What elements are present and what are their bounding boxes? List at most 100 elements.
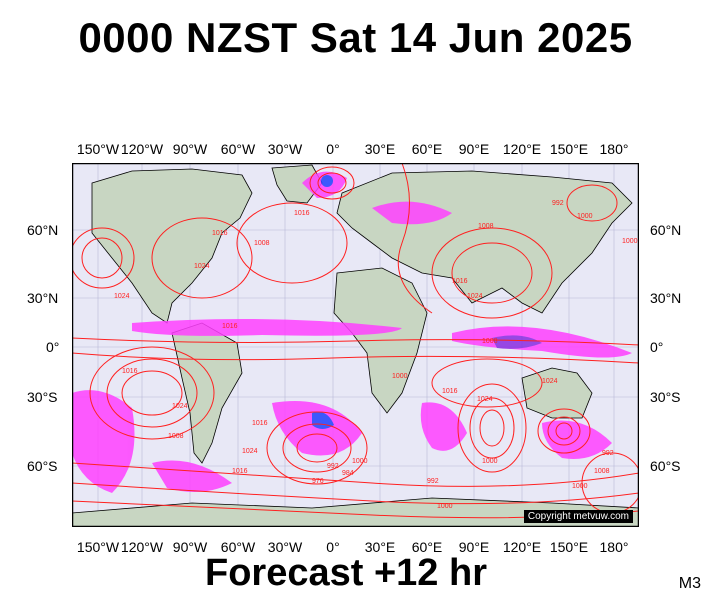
rain-area: [372, 201, 452, 225]
isobar: [151, 217, 253, 299]
map-title: 0000 NZST Sat 14 Jun 2025: [78, 14, 633, 61]
isobar-label: 1024: [172, 403, 188, 410]
isobar: [282, 423, 352, 473]
copyright-notice: Copyright metvuw.com: [523, 510, 633, 523]
rain-area: [420, 402, 467, 451]
lon-label: 30°W: [267, 539, 303, 555]
forecast-label: Forecast +12 hr: [205, 552, 487, 594]
isobar-label: 1016: [212, 230, 228, 237]
map-frame: [72, 163, 639, 527]
isobar-label: 1024: [194, 263, 210, 270]
lon-label: 60°W: [220, 539, 256, 555]
lat-label: 30°S: [27, 389, 58, 405]
isobar: [309, 166, 355, 200]
isobar-label: 1024: [542, 378, 558, 385]
isobar: [555, 422, 573, 440]
lon-label: 150°W: [76, 539, 120, 555]
isobar-label: 1016: [294, 210, 310, 217]
isobar-label: 1008: [254, 240, 270, 247]
isobar-label: 1008: [594, 468, 610, 475]
isobar: [121, 370, 183, 416]
lon-label: 120°W: [120, 539, 164, 555]
isobar-label: 1000: [572, 483, 588, 490]
isobar-label: 992: [552, 200, 564, 207]
lon-label: 0°: [326, 539, 340, 555]
isobar: [106, 358, 198, 428]
rain-area: [272, 401, 362, 456]
isobar-label: 1016: [232, 468, 248, 475]
rain-area: [492, 335, 542, 349]
isobar-label: 1000: [622, 238, 638, 245]
isobar-label: 1000: [352, 458, 368, 465]
isobar: [451, 242, 533, 304]
isobar-label: 1008: [168, 433, 184, 440]
isobar-label: 992: [427, 478, 439, 485]
rain-area: [132, 319, 402, 336]
isobar-label: 1000: [437, 503, 453, 510]
isobar: [72, 227, 135, 289]
rain-area: [321, 175, 333, 187]
lon-label: 120°E: [502, 539, 542, 555]
australia: [521, 367, 593, 419]
isobar: [469, 397, 515, 459]
north-america: [91, 168, 253, 324]
lat-label: 60°S: [27, 458, 58, 474]
lon-label: 30°E: [364, 141, 396, 157]
isobars: [72, 163, 639, 519]
lat-label: 60°N: [650, 222, 682, 238]
isobar-label: 1024: [477, 396, 493, 403]
isobar-label: 1000: [482, 458, 498, 465]
isobar: [397, 163, 433, 314]
isobar-label: 1016: [442, 388, 458, 395]
lon-label: 0°: [326, 141, 340, 157]
isobar-label: 1000: [577, 213, 593, 220]
isobar: [72, 352, 639, 364]
lon-label: 90°W: [172, 539, 208, 555]
antarctica: [72, 497, 639, 527]
isobar-label: 1024: [114, 293, 130, 300]
rain-area: [452, 326, 632, 358]
model-label: M3: [678, 575, 701, 592]
lon-label: 90°E: [458, 539, 490, 555]
lon-label: 90°E: [458, 141, 490, 157]
weather-map: 1016 1016 1024 1024 1008 1016 1016 1024 …: [72, 163, 639, 527]
isobar: [547, 416, 581, 446]
isobar: [266, 411, 368, 485]
lat-label: 60°S: [650, 458, 681, 474]
isobar-label: 976: [312, 478, 324, 485]
lon-label: 60°E: [411, 539, 443, 555]
south-america: [171, 322, 243, 464]
lon-label: 60°W: [220, 141, 256, 157]
isobar-label: 992: [602, 450, 614, 457]
lon-label: 30°E: [364, 539, 396, 555]
isobar-label: 1016: [222, 323, 238, 330]
isobar: [431, 227, 553, 319]
isobar-label: 1016: [122, 368, 138, 375]
lat-label: 0°: [650, 339, 664, 355]
lon-label: 30°W: [267, 141, 303, 157]
isobar-labels: 1016 1016 1024 1024 1008 1016 1016 1024 …: [114, 200, 638, 510]
lat-label: 30°N: [650, 290, 682, 306]
lon-label: 120°E: [502, 141, 542, 157]
isobar-label: 1008: [478, 223, 494, 230]
isobar-label: 1008: [482, 338, 498, 345]
isobar-label: 1024: [242, 448, 258, 455]
isobar-label: 992: [327, 463, 339, 470]
isobar-label: 984: [342, 470, 354, 477]
isobar: [479, 409, 505, 447]
rain-area: [152, 460, 232, 492]
isobar: [89, 346, 215, 440]
isobar-label: 1024: [467, 293, 483, 300]
isobar: [296, 433, 338, 463]
isobar: [72, 462, 639, 487]
isobar: [72, 482, 639, 505]
lon-label: 150°W: [76, 141, 120, 157]
lon-label: 90°W: [172, 141, 208, 157]
rain-area: [312, 411, 334, 429]
isobar: [81, 237, 123, 279]
isobar: [72, 337, 639, 346]
isobar: [457, 383, 527, 473]
lon-label: 180°: [599, 539, 629, 555]
isobar: [537, 408, 591, 454]
isobar-label: 1016: [452, 278, 468, 285]
